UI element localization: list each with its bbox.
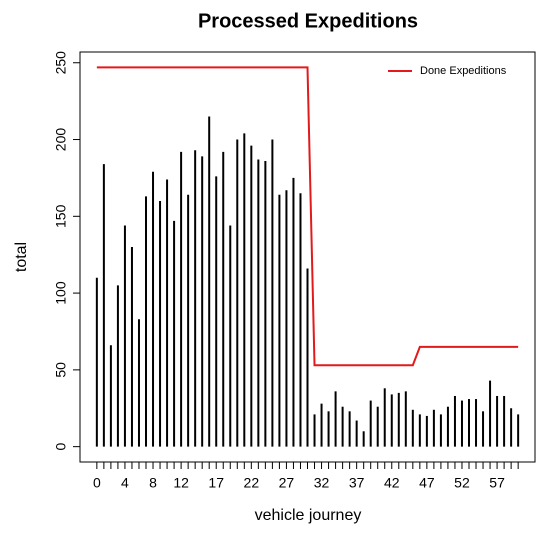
y-tick-label: 200 [53,128,69,152]
x-tick-label: 0 [93,475,101,491]
legend-label: Done Expeditions [420,65,507,77]
line-series [96,66,519,367]
x-tick-label: 57 [489,475,505,491]
y-tick-label: 250 [53,51,69,75]
y-tick-label: 50 [53,362,69,378]
x-tick-label: 8 [149,475,157,491]
x-tick-label: 42 [384,475,400,491]
y-tick-label: 0 [53,443,69,451]
x-tick-label: 22 [244,475,260,491]
x-tick-label: 4 [121,475,129,491]
x-tick-label: 37 [349,475,365,491]
x-tick-label: 17 [208,475,224,491]
x-tick-label: 32 [314,475,330,491]
y-axis-label: total [13,242,30,272]
x-tick-label: 52 [454,475,470,491]
x-tick-label: 47 [419,475,435,491]
x-tick-label: 27 [279,475,295,491]
x-tick-label: 12 [173,475,189,491]
y-tick-label: 100 [53,281,69,305]
y-tick-label: 150 [53,204,69,228]
chart-title: Processed Expeditions [198,10,418,32]
x-axis-label: vehicle journey [255,507,362,524]
